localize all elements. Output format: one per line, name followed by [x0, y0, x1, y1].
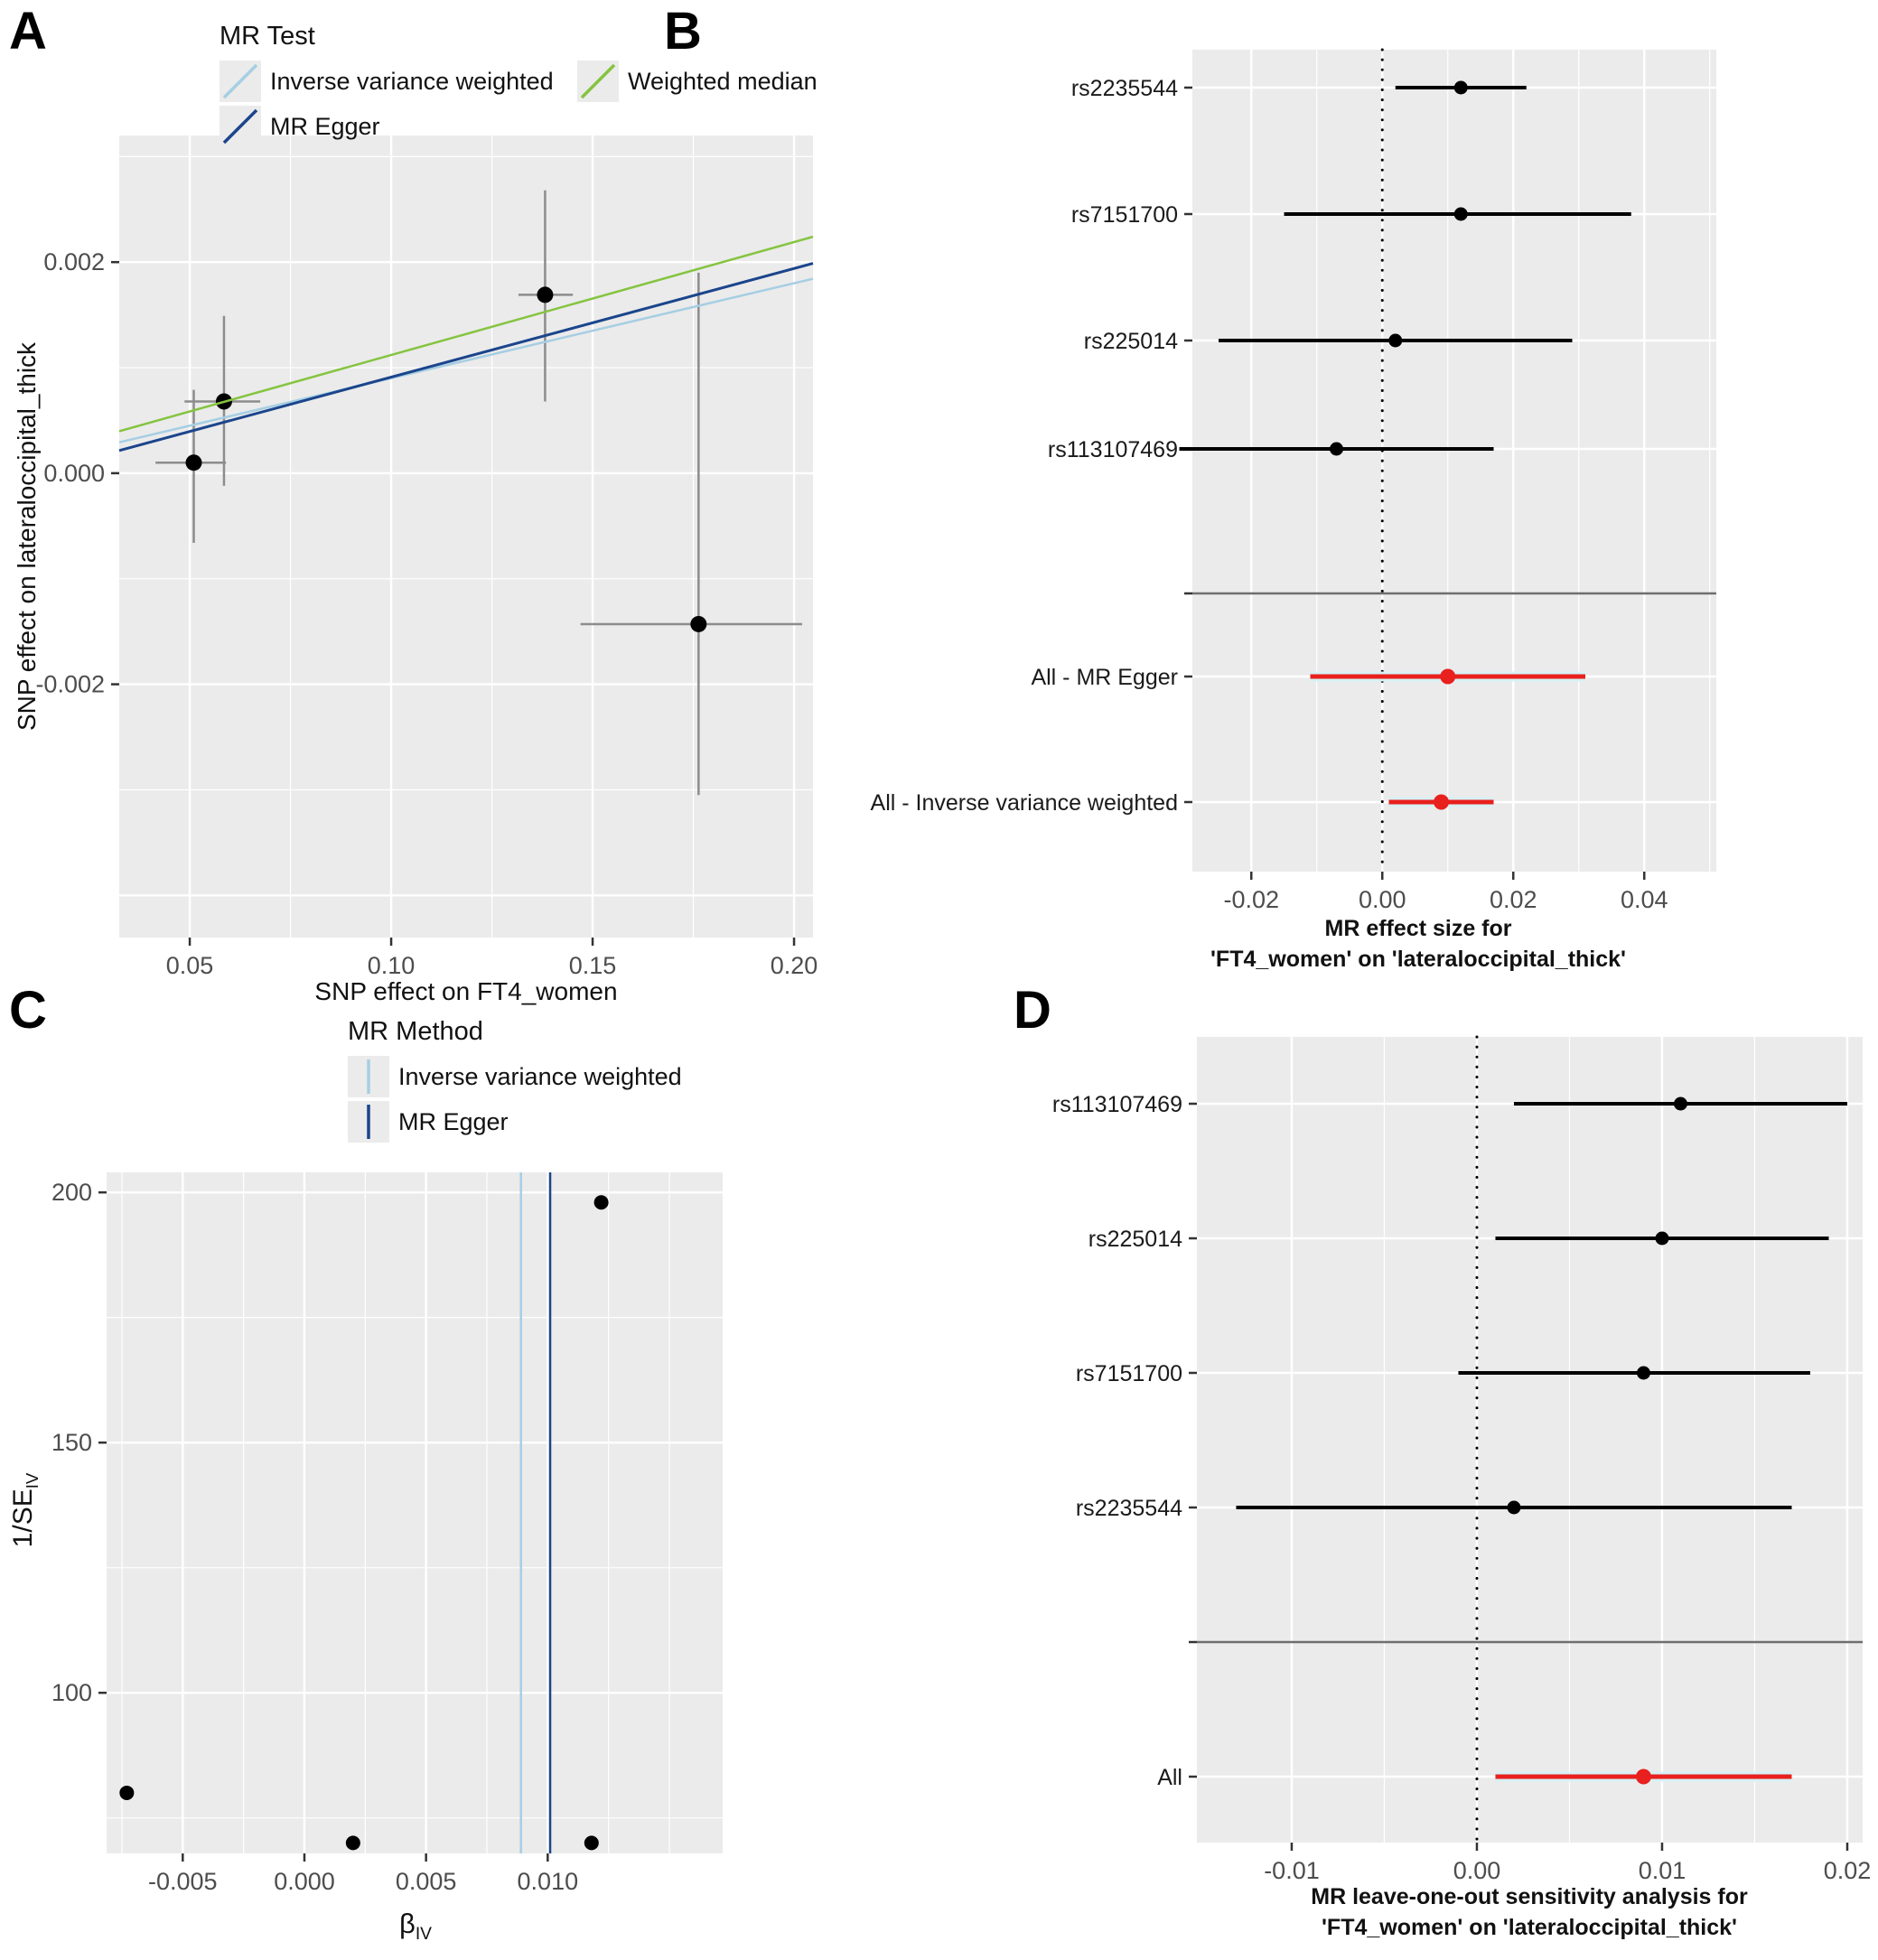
forest-row-label: All [1157, 1765, 1182, 1790]
funnel-point [345, 1835, 360, 1851]
forest-point [1655, 1231, 1669, 1246]
data-point [690, 615, 707, 632]
x-tick-label: 0.02 [1824, 1857, 1872, 1884]
legend-label-mr-egger: MR Egger [270, 112, 380, 140]
regression-line-egger [118, 262, 814, 453]
panel-c-letter: C [9, 981, 47, 1040]
panel-c-x-axis-title: βIV [399, 1908, 432, 1945]
funnel-point [119, 1785, 135, 1800]
y-tick-label: 0.000 [43, 460, 105, 487]
legend-label-ivw-c: Inverse variance weighted [398, 1062, 682, 1090]
legend-label-ivw: Inverse variance weighted [270, 67, 554, 95]
panel-a-legend-title: MR Test [220, 22, 315, 51]
x-tick-label: -0.005 [148, 1868, 218, 1895]
x-tick-label: 0.10 [368, 952, 416, 979]
regression-line-wm [118, 235, 814, 433]
forest-row-label: rs2235544 [1076, 1496, 1182, 1521]
plot-background [1192, 50, 1716, 872]
forest-row-label: rs113107469 [1048, 437, 1178, 462]
y-tick-label: -0.002 [35, 671, 105, 698]
ivw-line-key-icon [220, 61, 261, 102]
panel-d-caption-line2: 'FT4_women' on 'lateraloccipital_thick' [1321, 1915, 1738, 1940]
data-point [537, 286, 554, 303]
panel-b-caption-line1: MR effect size for [1324, 916, 1512, 941]
x-tick-label: 0.000 [274, 1868, 335, 1895]
x-tick-label: 0.00 [1359, 886, 1406, 913]
funnel-point [593, 1195, 609, 1210]
forest-point [1673, 1097, 1687, 1111]
panel-c-legend-title: MR Method [348, 1017, 483, 1046]
forest-point [1453, 80, 1468, 95]
x-tick-label: 0.01 [1639, 1857, 1686, 1884]
mr-egger-line-key-icon [220, 106, 261, 147]
y-tick-label: 100 [51, 1679, 92, 1706]
legend-label-mr-egger-c: MR Egger [398, 1107, 509, 1135]
forest-point [1636, 1366, 1650, 1380]
forest-point [1388, 333, 1403, 348]
forest-point [1507, 1500, 1521, 1515]
forest-row-label: rs2235544 [1071, 76, 1178, 101]
y-tick-label: 150 [51, 1429, 92, 1456]
panel-b-letter: B [664, 2, 702, 61]
panel-a-legend: MR Test Inverse variance weighted Weight… [220, 22, 818, 147]
y-tick-label: 200 [51, 1179, 92, 1206]
forest-point [1635, 1769, 1651, 1785]
forest-row-label: All - Inverse variance weighted [871, 790, 1178, 816]
x-tick-label: 0.02 [1490, 886, 1537, 913]
x-tick-label: 0.00 [1453, 1857, 1501, 1884]
weighted-median-line-key-icon [577, 61, 619, 102]
funnel-point [584, 1835, 599, 1851]
forest-point [1440, 668, 1456, 685]
forest-point [1330, 442, 1343, 456]
forest-row-label: rs225014 [1088, 1227, 1182, 1252]
plot-background [107, 1172, 723, 1853]
forest-row-label: rs225014 [1084, 329, 1178, 354]
data-point [185, 454, 202, 471]
plot-background [1197, 1037, 1863, 1843]
panel-a-x-axis-title: SNP effect on FT4_women [314, 977, 618, 1005]
mr-egger-vline-key-icon [348, 1101, 389, 1143]
panel-b-caption-line2: 'FT4_women' on 'lateraloccipital_thick' [1210, 947, 1627, 972]
y-tick-label: 0.002 [43, 248, 105, 275]
x-tick-label: 0.04 [1621, 886, 1668, 913]
panel-c-legend: MR Method Inverse variance weighted MR E… [348, 1017, 682, 1143]
panel-a-y-axis-title: SNP effect on lateraloccipital_thick [13, 341, 41, 732]
panel-d-letter: D [1014, 981, 1051, 1040]
ivw-vline-key-icon [348, 1056, 389, 1097]
x-tick-label: 0.05 [166, 952, 214, 979]
forest-row-label: rs113107469 [1052, 1092, 1182, 1117]
forest-point [1453, 207, 1468, 221]
x-tick-label: 0.15 [569, 952, 617, 979]
x-tick-label: 0.010 [518, 1868, 579, 1895]
forest-row-label: rs7151700 [1071, 202, 1178, 228]
forest-point [1434, 794, 1449, 810]
regression-line-ivw [118, 277, 814, 443]
x-tick-label: -0.02 [1223, 886, 1279, 913]
forest-row-label: All - MR Egger [1031, 665, 1178, 690]
panel-d-caption-line1: MR leave-one-out sensitivity analysis fo… [1311, 1884, 1748, 1909]
legend-label-weighted-median: Weighted median [628, 67, 818, 95]
plot-background [119, 135, 813, 938]
x-tick-label: -0.01 [1264, 1857, 1320, 1884]
panel-a-letter: A [9, 2, 47, 61]
panel-c-y-axis-title: 1/SEIV [8, 1472, 42, 1548]
x-tick-label: 0.005 [396, 1868, 457, 1895]
x-tick-label: 0.20 [771, 952, 818, 979]
forest-row-label: rs7151700 [1076, 1361, 1182, 1386]
